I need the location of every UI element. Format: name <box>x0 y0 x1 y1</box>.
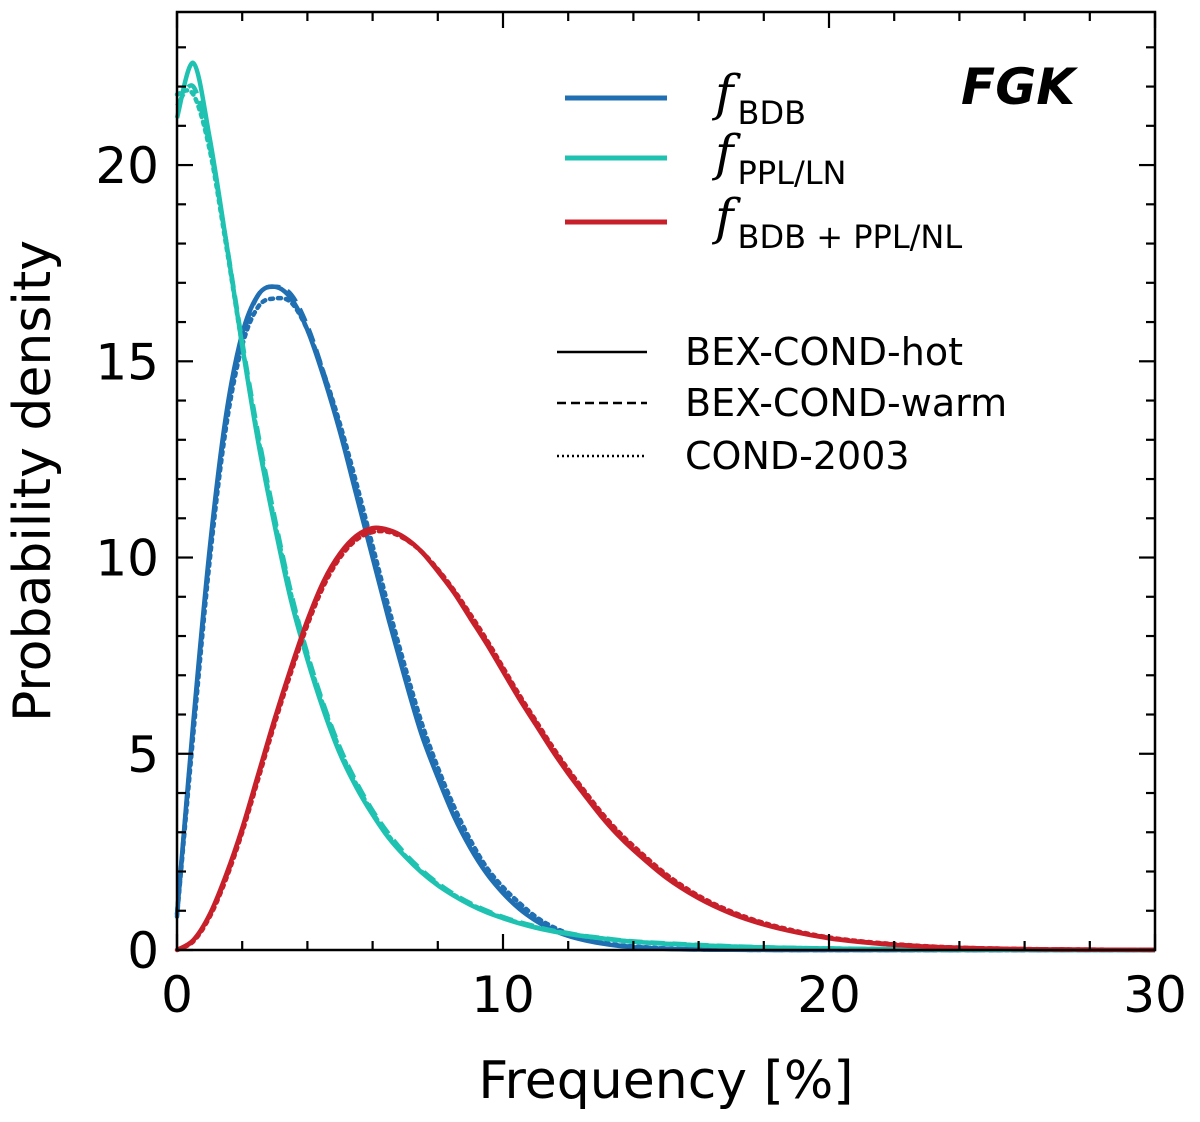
x-axis-label: Frequency [%] <box>478 1051 853 1111</box>
curve-bdb-cond-2003 <box>174 295 1158 953</box>
legend-linestyle-label: COND-2003 <box>685 434 910 478</box>
curve-bdb-bex-cond-warm <box>174 284 1155 953</box>
y-tick-label: 10 <box>95 530 159 588</box>
curve-ppl-ln-cond-2003 <box>174 88 1158 953</box>
curve-bdb-ppl-nl-cond-2003 <box>174 528 1158 953</box>
tick-labels: 0 10 20 30 0 5 10 15 20 <box>95 137 1186 1024</box>
curve-bdb-bex-cond-hot <box>174 284 1155 953</box>
y-tick-label: 0 <box>127 922 159 980</box>
legend-series-label: f BDB + PPL/NL <box>711 188 962 256</box>
curve-bdb-ppl-nl-bex-cond-hot <box>175 525 1156 953</box>
x-tick-label: 0 <box>161 966 193 1024</box>
legend-series-label: f PPL/LN <box>711 124 846 192</box>
legend-linestyle-label: BEX-COND-warm <box>685 381 1007 425</box>
curve-bdb-ppl-nl-bex-cond-warm <box>175 527 1156 953</box>
curves-layer <box>174 60 1158 953</box>
x-tick-label: 30 <box>1123 966 1187 1024</box>
plot-frame <box>175 10 1157 952</box>
curve-ppl-ln-bex-cond-hot <box>174 60 1156 953</box>
y-tick-label: 20 <box>95 137 159 195</box>
y-tick-label: 5 <box>127 726 159 784</box>
y-axis-label: Probability density <box>3 240 63 722</box>
legend-series-label: f BDB <box>711 64 806 132</box>
curve-ppl-ln-bex-cond-warm <box>175 83 1156 953</box>
panel-label: FGK <box>961 58 1078 116</box>
x-tick-label: 20 <box>797 966 861 1024</box>
x-tick-label: 10 <box>471 966 535 1024</box>
legend-linestyle-label: BEX-COND-hot <box>685 330 963 374</box>
axis-ticks <box>175 12 1157 952</box>
y-tick-label: 15 <box>95 333 159 391</box>
